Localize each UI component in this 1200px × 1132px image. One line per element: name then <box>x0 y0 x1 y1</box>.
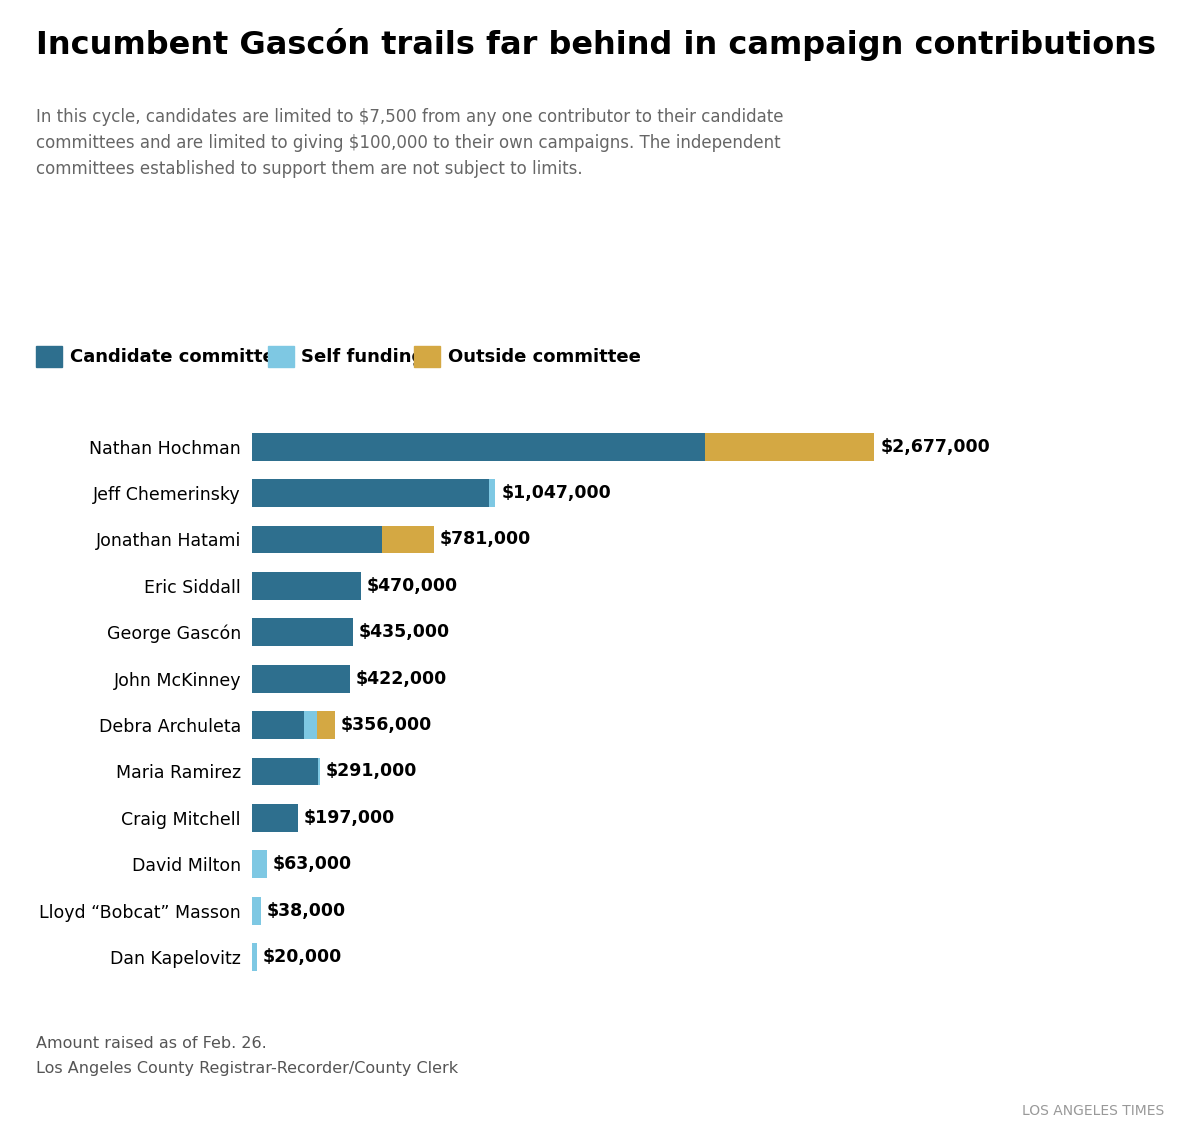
Text: Los Angeles County Registrar-Recorder/County Clerk: Los Angeles County Registrar-Recorder/Co… <box>36 1061 458 1075</box>
Bar <box>252 479 490 507</box>
Bar <box>252 572 361 600</box>
Text: $20,000: $20,000 <box>263 947 342 966</box>
Bar <box>252 432 706 461</box>
Text: Candidate committee: Candidate committee <box>70 348 287 366</box>
Bar <box>252 850 266 878</box>
Text: In this cycle, candidates are limited to $7,500 from any one contributor to thei: In this cycle, candidates are limited to… <box>36 108 784 179</box>
Text: $435,000: $435,000 <box>359 624 450 641</box>
Bar <box>252 757 318 786</box>
Bar <box>252 943 257 971</box>
Bar <box>252 804 298 832</box>
Bar <box>252 664 350 693</box>
Text: Amount raised as of Feb. 26.: Amount raised as of Feb. 26. <box>36 1036 266 1050</box>
Bar <box>305 711 317 739</box>
Bar <box>706 432 875 461</box>
Bar <box>490 479 496 507</box>
Text: $781,000: $781,000 <box>439 531 530 549</box>
Text: $470,000: $470,000 <box>367 577 458 594</box>
Bar <box>317 711 335 739</box>
Text: $197,000: $197,000 <box>304 809 395 826</box>
Bar <box>252 897 260 925</box>
Bar <box>252 525 383 554</box>
Text: Incumbent Gascón trails far behind in campaign contributions: Incumbent Gascón trails far behind in ca… <box>36 28 1156 61</box>
Bar <box>318 757 319 786</box>
Text: $38,000: $38,000 <box>266 901 346 919</box>
Text: Self funding: Self funding <box>301 348 425 366</box>
Text: $2,677,000: $2,677,000 <box>881 438 990 456</box>
Bar <box>252 711 305 739</box>
Text: Outside committee: Outside committee <box>448 348 641 366</box>
Text: $63,000: $63,000 <box>272 855 352 873</box>
Text: $422,000: $422,000 <box>356 670 448 687</box>
Text: $1,047,000: $1,047,000 <box>502 484 611 503</box>
Bar <box>383 525 433 554</box>
Text: LOS ANGELES TIMES: LOS ANGELES TIMES <box>1021 1105 1164 1118</box>
Text: $356,000: $356,000 <box>341 717 432 734</box>
Text: $291,000: $291,000 <box>325 763 416 780</box>
Bar <box>252 618 353 646</box>
